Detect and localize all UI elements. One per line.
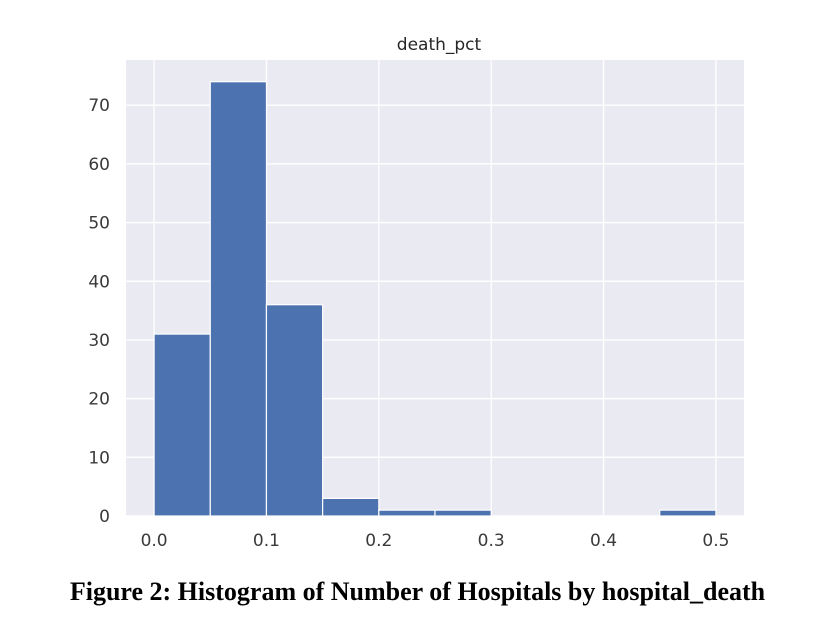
histogram-bar xyxy=(209,81,268,517)
histogram-bar xyxy=(322,497,380,517)
histogram-bar xyxy=(659,509,717,517)
y-tick-label: 50 xyxy=(88,214,110,234)
x-axis-ticks: 0.0 0.1 0.2 0.3 0.4 0.5 xyxy=(141,531,730,551)
y-tick-label: 40 xyxy=(88,272,110,292)
x-tick-label: 0.2 xyxy=(365,531,392,551)
y-tick-label: 60 xyxy=(88,155,110,175)
x-tick-label: 0.0 xyxy=(141,531,168,551)
x-tick-label: 0.4 xyxy=(590,531,617,551)
y-tick-label: 10 xyxy=(88,448,110,468)
chart-title: death_pct xyxy=(397,35,482,55)
histogram-bar xyxy=(378,509,436,517)
x-tick-label: 0.1 xyxy=(253,531,280,551)
x-tick-label: 0.5 xyxy=(702,531,729,551)
y-tick-label: 30 xyxy=(88,331,110,351)
x-tick-label: 0.3 xyxy=(478,531,505,551)
histogram-bar xyxy=(434,509,492,517)
histogram-bar xyxy=(265,304,324,517)
y-tick-label: 70 xyxy=(88,96,110,116)
histogram-bars xyxy=(153,81,717,517)
histogram-chart: 0.0 0.1 0.2 0.3 0.4 0.5 0 10 20 30 40 50 60 70 death… xyxy=(88,35,744,551)
figure-caption: Figure 2: Histogram of Number of Hospita… xyxy=(69,577,766,606)
y-tick-label: 20 xyxy=(88,390,110,410)
histogram-bar xyxy=(153,333,211,517)
y-tick-label: 0 xyxy=(99,507,110,527)
y-axis-ticks: 0 10 20 30 40 50 60 70 xyxy=(88,96,110,527)
